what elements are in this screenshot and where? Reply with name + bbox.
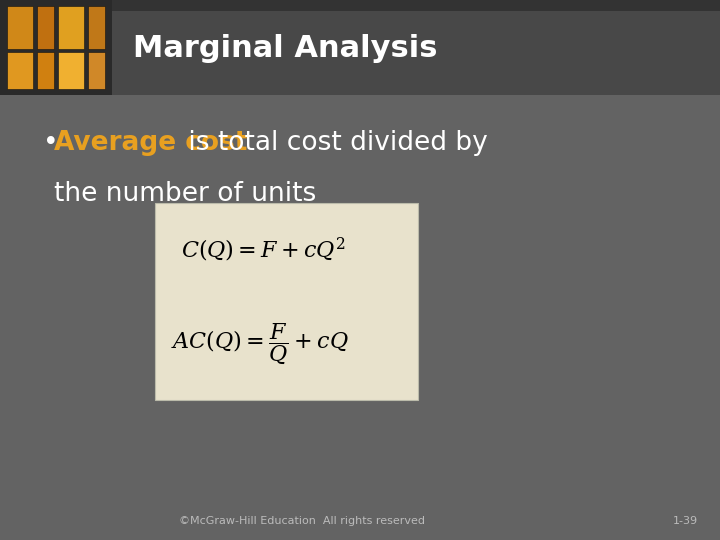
Text: Marginal Analysis: Marginal Analysis: [133, 34, 438, 63]
Bar: [58, 52, 84, 89]
Text: is total cost divided by: is total cost divided by: [180, 130, 487, 156]
Text: Average cost: Average cost: [54, 130, 248, 156]
Bar: [0, 0, 720, 11]
Text: the number of units: the number of units: [54, 181, 316, 207]
Bar: [88, 5, 105, 49]
Text: 1-39: 1-39: [673, 516, 698, 526]
Bar: [58, 5, 84, 49]
Bar: [37, 52, 54, 89]
Bar: [6, 52, 33, 89]
Bar: [0, 11, 720, 94]
Bar: [0, 0, 112, 94]
Text: ©McGraw-Hill Education  All rights reserved: ©McGraw-Hill Education All rights reserv…: [179, 516, 426, 526]
Text: $C(Q) = F + cQ^2$: $C(Q) = F + cQ^2$: [181, 235, 346, 264]
Text: •: •: [43, 130, 67, 156]
Bar: [88, 52, 105, 89]
Bar: [6, 5, 33, 49]
Bar: [37, 5, 54, 49]
Text: $AC(Q) = \dfrac{F}{Q} + cQ$: $AC(Q) = \dfrac{F}{Q} + cQ$: [171, 322, 348, 367]
Bar: [155, 202, 418, 400]
